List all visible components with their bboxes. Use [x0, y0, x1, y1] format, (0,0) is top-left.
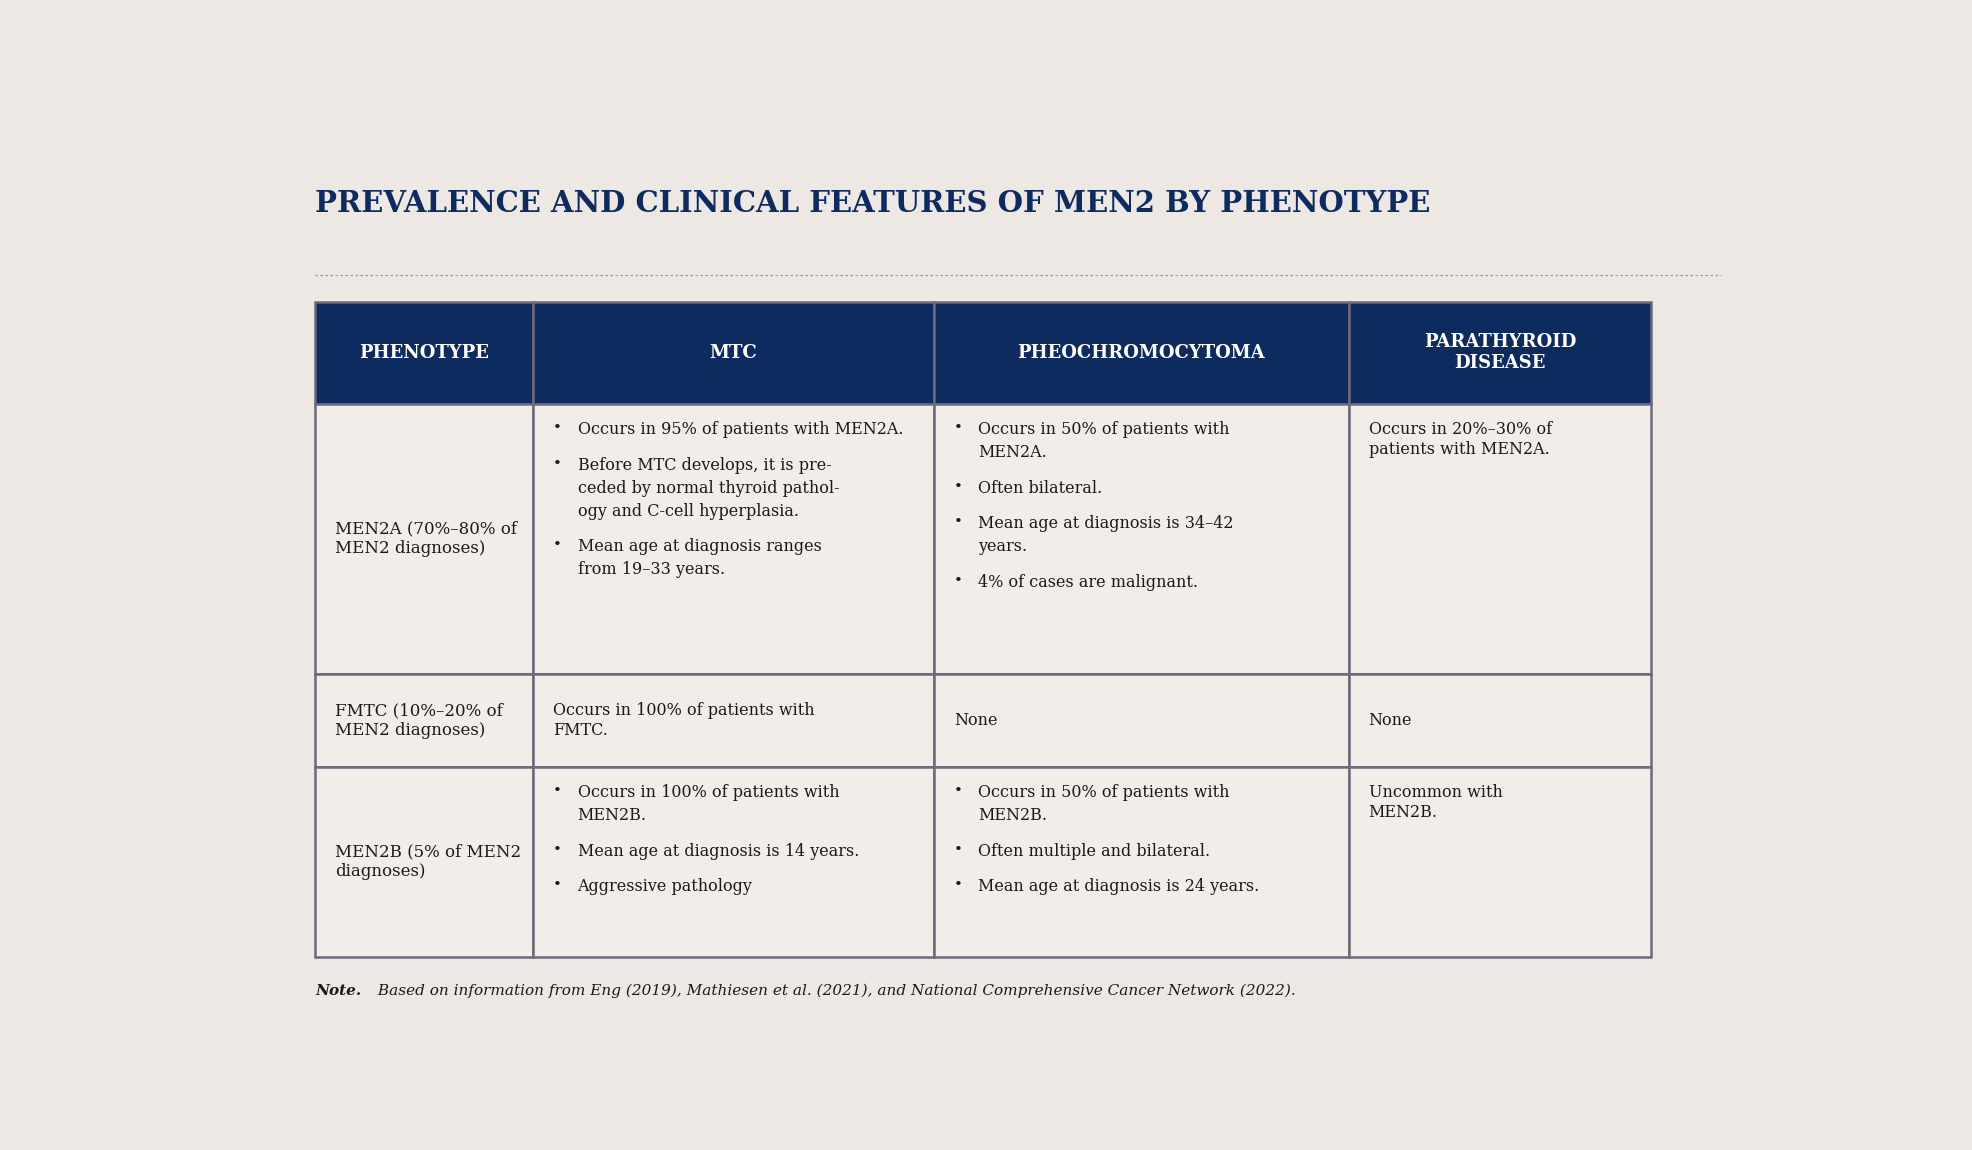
- Bar: [1349, 404, 1651, 674]
- Bar: [1349, 301, 1651, 404]
- Text: •: •: [552, 784, 562, 798]
- Text: from 19–33 years.: from 19–33 years.: [578, 561, 724, 578]
- Text: •: •: [552, 879, 562, 892]
- Bar: [935, 404, 1349, 674]
- Text: Mean age at diagnosis ranges: Mean age at diagnosis ranges: [578, 538, 822, 555]
- Bar: [316, 767, 532, 957]
- Text: FMTC (10%–20% of
MEN2 diagnoses): FMTC (10%–20% of MEN2 diagnoses): [335, 702, 503, 738]
- Bar: [1349, 674, 1651, 767]
- Text: PARATHYROID
DISEASE: PARATHYROID DISEASE: [1424, 334, 1576, 373]
- Text: Occurs in 100% of patients with: Occurs in 100% of patients with: [578, 784, 840, 802]
- Text: Note.: Note.: [316, 983, 361, 998]
- Bar: [316, 404, 532, 674]
- Text: •: •: [954, 879, 962, 892]
- Text: None: None: [1369, 712, 1412, 729]
- Text: Based on information from Eng (2019), Mathiesen et al. (2021), and National Comp: Based on information from Eng (2019), Ma…: [373, 983, 1296, 998]
- Text: ogy and C-cell hyperplasia.: ogy and C-cell hyperplasia.: [578, 503, 799, 520]
- Text: years.: years.: [978, 538, 1027, 555]
- Text: MEN2A (70%–80% of
MEN2 diagnoses): MEN2A (70%–80% of MEN2 diagnoses): [335, 521, 517, 557]
- Text: Mean age at diagnosis is 24 years.: Mean age at diagnosis is 24 years.: [978, 879, 1260, 896]
- Text: PREVALENCE AND CLINICAL FEATURES OF MEN2 BY PHENOTYPE: PREVALENCE AND CLINICAL FEATURES OF MEN2…: [316, 189, 1430, 217]
- Bar: [316, 301, 532, 404]
- Text: PHENOTYPE: PHENOTYPE: [359, 344, 489, 362]
- Text: Uncommon with
MEN2B.: Uncommon with MEN2B.: [1369, 784, 1503, 821]
- Bar: [532, 767, 935, 957]
- Bar: [532, 674, 935, 767]
- Text: Occurs in 100% of patients with
FMTC.: Occurs in 100% of patients with FMTC.: [552, 702, 814, 738]
- Text: •: •: [954, 843, 962, 857]
- Text: PHEOCHROMOCYTOMA: PHEOCHROMOCYTOMA: [1018, 344, 1266, 362]
- Text: Before MTC develops, it is pre-: Before MTC develops, it is pre-: [578, 457, 832, 474]
- Text: Occurs in 50% of patients with: Occurs in 50% of patients with: [978, 784, 1231, 802]
- Text: ceded by normal thyroid pathol-: ceded by normal thyroid pathol-: [578, 480, 840, 497]
- Text: MEN2A.: MEN2A.: [978, 444, 1047, 461]
- Text: Mean age at diagnosis is 14 years.: Mean age at diagnosis is 14 years.: [578, 843, 860, 860]
- Text: Occurs in 50% of patients with: Occurs in 50% of patients with: [978, 421, 1231, 438]
- Text: Often multiple and bilateral.: Often multiple and bilateral.: [978, 843, 1211, 860]
- Text: MEN2B.: MEN2B.: [578, 807, 647, 825]
- Bar: [935, 767, 1349, 957]
- Text: Often bilateral.: Often bilateral.: [978, 480, 1102, 497]
- Text: •: •: [954, 515, 962, 529]
- Text: MEN2B (5% of MEN2
diagnoses): MEN2B (5% of MEN2 diagnoses): [335, 844, 521, 880]
- Text: None: None: [954, 712, 998, 729]
- Text: MEN2B.: MEN2B.: [978, 807, 1047, 825]
- Text: •: •: [552, 457, 562, 470]
- Bar: [532, 404, 935, 674]
- Bar: [1349, 767, 1651, 957]
- Text: Occurs in 95% of patients with MEN2A.: Occurs in 95% of patients with MEN2A.: [578, 421, 903, 438]
- Text: •: •: [552, 421, 562, 436]
- Bar: [316, 674, 532, 767]
- Text: •: •: [954, 784, 962, 798]
- Text: 4% of cases are malignant.: 4% of cases are malignant.: [978, 574, 1199, 591]
- Text: •: •: [954, 574, 962, 588]
- Bar: [935, 674, 1349, 767]
- Bar: [935, 301, 1349, 404]
- Text: Aggressive pathology: Aggressive pathology: [578, 879, 753, 896]
- Text: •: •: [552, 538, 562, 552]
- Text: MTC: MTC: [710, 344, 757, 362]
- Text: Occurs in 20%–30% of
patients with MEN2A.: Occurs in 20%–30% of patients with MEN2A…: [1369, 421, 1552, 458]
- Bar: [532, 301, 935, 404]
- Text: Mean age at diagnosis is 34–42: Mean age at diagnosis is 34–42: [978, 515, 1234, 532]
- Text: •: •: [552, 843, 562, 857]
- Text: •: •: [954, 421, 962, 436]
- Text: •: •: [954, 480, 962, 493]
